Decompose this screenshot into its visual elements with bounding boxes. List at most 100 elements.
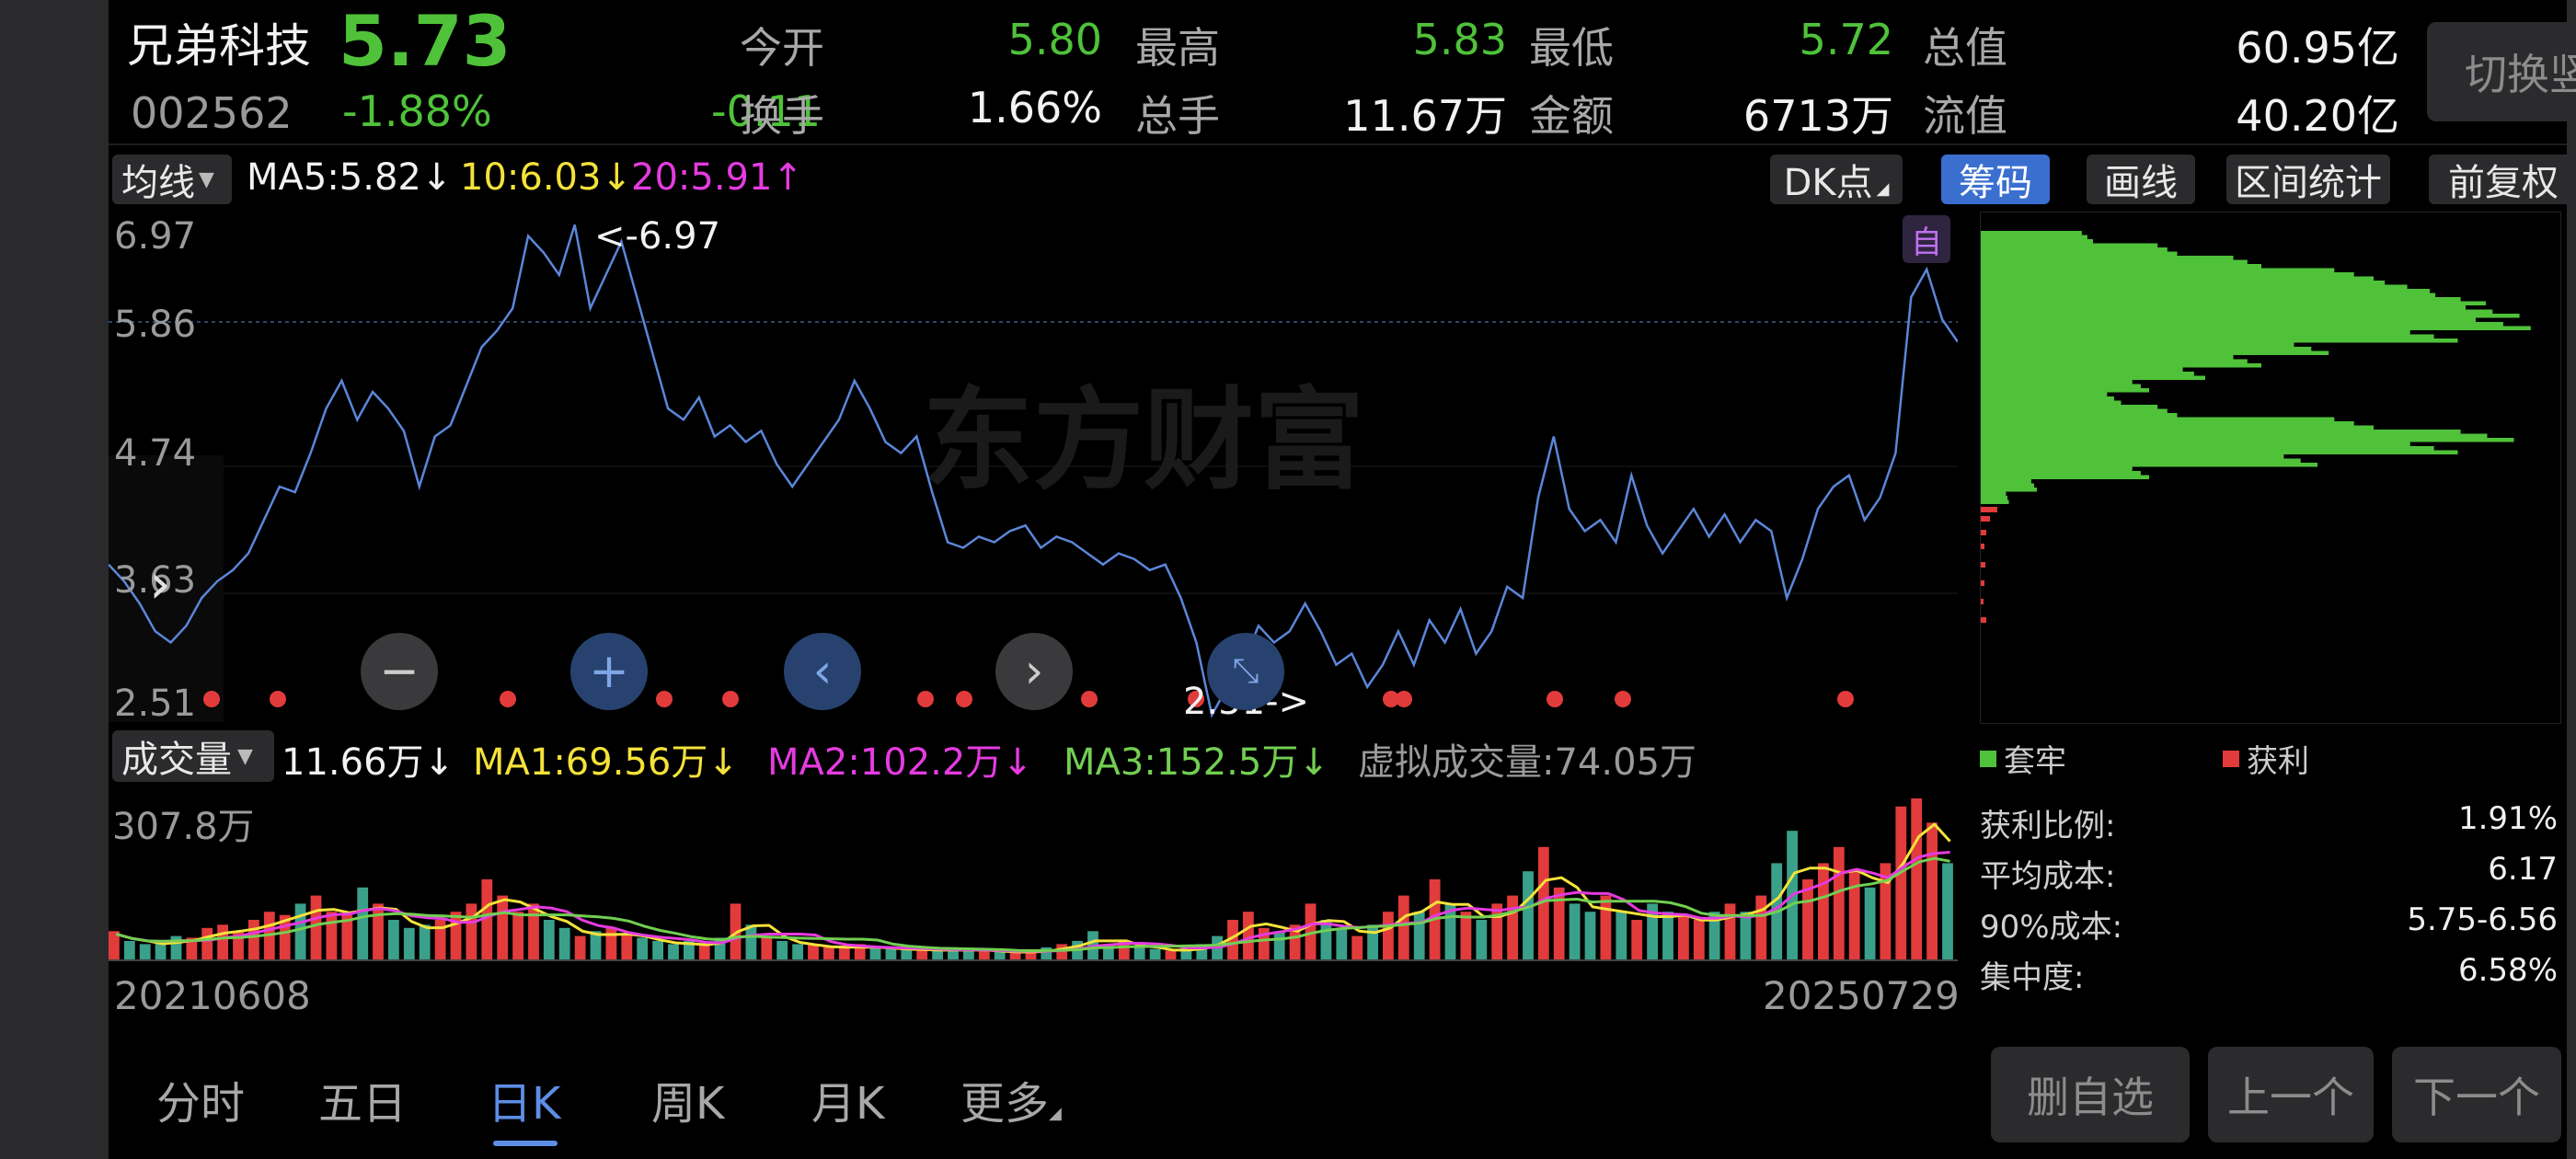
chip-bar-profit	[1981, 544, 1984, 549]
divider	[109, 143, 2567, 145]
x-axis-start-date: 20210608	[114, 973, 311, 1018]
stat-value-volume: 11.67万	[1343, 91, 1507, 141]
y-axis-label: 2.51	[114, 683, 197, 725]
volume-bar	[854, 944, 866, 960]
legend-trapped: 套牢	[1980, 736, 2066, 781]
scroll-right-button[interactable]: ›	[995, 633, 1073, 710]
chips-button[interactable]: 筹码	[1941, 155, 2050, 204]
expand-chevron-icon[interactable]: ›	[149, 552, 171, 616]
chip-bar	[1981, 400, 2122, 405]
next-stock-button[interactable]: 下一个	[2392, 1047, 2561, 1142]
event-marker[interactable]	[1396, 691, 1412, 707]
chip-stat-value: 1.91%	[2457, 800, 2558, 837]
event-marker[interactable]	[203, 691, 220, 707]
tab-more[interactable]: 更多◢	[960, 1067, 1062, 1131]
chip-bar	[1981, 339, 2458, 343]
event-marker[interactable]	[1547, 691, 1563, 707]
draw-line-button[interactable]: 画线	[2087, 155, 2195, 204]
volume-bar	[1616, 912, 1627, 960]
chip-stat-value: 6.58%	[2457, 952, 2558, 989]
event-marker[interactable]	[917, 691, 934, 707]
event-marker[interactable]	[1615, 691, 1631, 707]
volume-bar	[279, 914, 291, 960]
event-marker[interactable]	[722, 691, 739, 707]
chevron-right-icon: ›	[1024, 644, 1044, 699]
y-axis-label: 4.74	[114, 432, 197, 475]
volume-bar	[357, 887, 369, 960]
y-axis-label: 6.97	[114, 215, 197, 258]
chip-bar	[1981, 408, 2168, 413]
volume-bar	[1351, 935, 1363, 960]
watermark: 东方财富	[923, 377, 1364, 505]
corner-arrow-icon: ◢	[1876, 179, 1890, 199]
price-chart[interactable]: 东方财富	[109, 212, 1958, 722]
volume-bar	[994, 950, 1006, 960]
chip-bar	[1981, 450, 2458, 454]
plus-icon: +	[589, 644, 629, 699]
volume-bar	[1942, 863, 1953, 960]
volume-ma2: MA2:102.2万↓	[767, 741, 1033, 784]
event-marker[interactable]	[1188, 691, 1204, 707]
volume-bar	[434, 920, 446, 960]
chip-bar	[1981, 475, 2149, 479]
ma-dropdown[interactable]: 均线 ▼	[112, 155, 232, 204]
tab-monthly-k[interactable]: 月K	[811, 1078, 885, 1130]
tab-weekly-k[interactable]: 周K	[651, 1078, 725, 1130]
ma5-value: MA5:5.82↓	[247, 156, 453, 199]
volume-bar	[1553, 887, 1565, 960]
volume-bar	[901, 947, 913, 960]
volume-bar	[745, 924, 757, 960]
dk-point-button[interactable]: DK点 ◢	[1770, 155, 1903, 204]
event-marker[interactable]	[1837, 691, 1854, 707]
chip-bar	[1981, 264, 2261, 269]
overlay-panel	[109, 455, 224, 722]
chip-bar	[1981, 466, 2133, 471]
remove-watchlist-button[interactable]: 删自选	[1991, 1047, 2190, 1142]
volume-bar	[1523, 871, 1534, 960]
ma-dropdown-label: 均线	[121, 162, 195, 204]
event-marker[interactable]	[656, 691, 673, 707]
volume-bar	[419, 924, 431, 960]
volume-bar	[1180, 947, 1192, 960]
chip-bar-profit	[1981, 617, 1986, 623]
previous-stock-button[interactable]: 上一个	[2208, 1047, 2374, 1142]
chip-bar	[1981, 297, 2461, 302]
chip-bar	[1981, 438, 2514, 442]
volume-ma-lines	[115, 822, 1951, 954]
chip-stat-label: 平均成本:	[1980, 858, 2116, 895]
tab-intraday[interactable]: 分时	[156, 1078, 246, 1130]
volume-value: 11.66万↓	[282, 741, 455, 784]
volume-chart[interactable]	[109, 789, 1958, 964]
switch-portrait-button[interactable]: 切换竖屏	[2427, 22, 2576, 121]
event-marker[interactable]	[956, 691, 972, 707]
volume-bar	[1165, 950, 1177, 960]
caret-down-icon: ▼	[199, 167, 214, 191]
reset-view-button[interactable]: ⤡	[1207, 633, 1284, 710]
range-stats-button[interactable]: 区间统计	[2226, 155, 2390, 204]
left-margin	[0, 0, 109, 1159]
indicator-dropdown[interactable]: 成交量 ▼	[112, 730, 274, 782]
volume-bar	[1926, 822, 1938, 960]
chip-bar-profit	[1981, 599, 1984, 604]
event-marker[interactable]	[270, 691, 286, 707]
volume-bar	[1569, 903, 1581, 960]
chip-bar	[1981, 347, 2312, 351]
chip-bar	[1981, 446, 2434, 451]
tab-daily-k[interactable]: 日K	[488, 1078, 561, 1130]
scroll-left-button[interactable]: ‹	[784, 633, 861, 710]
volume-bar	[1911, 798, 1923, 960]
chip-bar	[1981, 367, 2183, 372]
zoom-in-button[interactable]: +	[570, 633, 648, 710]
forward-adjust-button[interactable]: 前复权	[2429, 155, 2576, 204]
change-amount: -0.11	[710, 86, 821, 136]
zoom-out-button[interactable]: −	[361, 633, 438, 710]
tab-five-day[interactable]: 五日	[318, 1078, 408, 1130]
chip-bar	[1981, 268, 2335, 272]
event-marker[interactable]	[500, 691, 516, 707]
event-marker[interactable]	[1383, 691, 1399, 707]
change-percent: -1.88%	[342, 86, 492, 136]
chip-bar	[1981, 375, 2205, 380]
event-marker[interactable]	[1081, 691, 1098, 707]
chip-bar	[1981, 355, 2234, 360]
chevron-left-icon: ‹	[812, 644, 833, 699]
